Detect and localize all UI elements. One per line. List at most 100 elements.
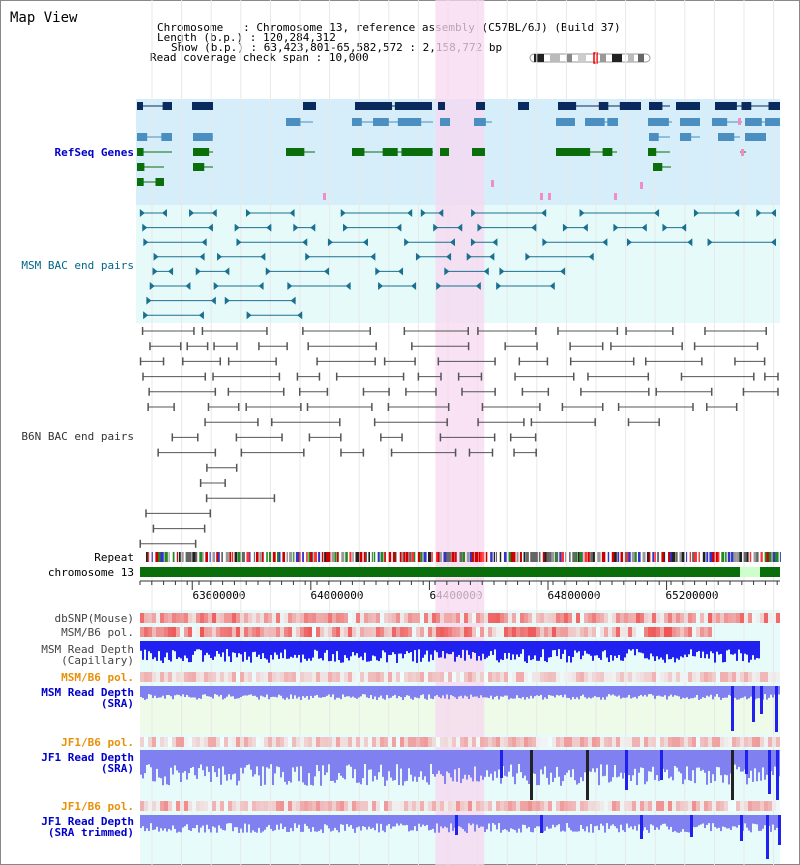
heat-cell (284, 627, 288, 637)
repeat-element (516, 552, 519, 562)
depth-bar (682, 686, 684, 698)
track-label-msm-depth-capillary[interactable]: MSM Read Depth (Capillary) (41, 644, 134, 666)
depth-bar (182, 686, 184, 695)
depth-bar (160, 815, 162, 829)
track-label-jf1-b6-pol-2[interactable]: JF1/B6 pol. (61, 800, 134, 813)
heat-cell (764, 613, 768, 623)
repeat-element (413, 552, 416, 562)
msm-bac-end (289, 209, 295, 217)
depth-bar (156, 815, 158, 827)
depth-bar (506, 815, 508, 831)
msm-bac-end (475, 282, 481, 290)
track-label-dbsnp[interactable]: dbSNP(Mouse) (54, 612, 134, 625)
repeat-element (546, 552, 550, 562)
depth-bar (352, 641, 354, 652)
heat-cell (320, 613, 324, 623)
chromosome-ideogram[interactable] (528, 52, 652, 64)
repeat-element (519, 552, 522, 562)
track-label-msm-b6-pol-1[interactable]: MSM/B6 pol. (61, 626, 134, 639)
depth-bar (282, 750, 284, 772)
heat-cell (364, 801, 368, 811)
track-label-b6n-bac[interactable]: B6N BAC end pairs (21, 430, 134, 443)
repeat-element (312, 552, 314, 562)
depth-bar (150, 641, 152, 654)
heat-cell (448, 613, 452, 623)
heat-cell (304, 613, 308, 623)
heat-cell (648, 613, 652, 623)
depth-bar (640, 686, 642, 695)
track-label-chromosome[interactable]: chromosome 13 (47, 566, 134, 579)
depth-bar (404, 815, 406, 826)
heat-cell (176, 627, 180, 637)
depth-bar (610, 815, 612, 826)
depth-bar (226, 686, 228, 697)
heat-cell (640, 672, 644, 682)
repeat-element (601, 552, 606, 562)
track-label-msm-b6-pol-2[interactable]: MSM/B6 pol. (61, 671, 134, 684)
track-label-jf1-depth-sra[interactable]: JF1 Read Depth (SRA) (41, 752, 134, 774)
depth-bar (396, 750, 398, 765)
depth-bar (532, 641, 534, 660)
depth-bar (308, 686, 310, 700)
depth-bar (288, 641, 290, 659)
track-label-refseq[interactable]: RefSeq Genes (54, 146, 134, 159)
depth-bar (326, 815, 328, 826)
heat-cell (392, 613, 396, 623)
depth-bar (318, 750, 320, 772)
depth-bar (448, 750, 450, 774)
refseq-exon (472, 148, 485, 156)
depth-bar (438, 815, 440, 833)
depth-bar (240, 815, 242, 829)
msm-bac-end (375, 267, 381, 276)
heat-cell (752, 737, 756, 747)
msm-bac-end (265, 267, 271, 276)
heat-cell (644, 672, 648, 682)
heat-cell (568, 672, 572, 682)
depth-bar (390, 750, 392, 778)
track-label-jf1-depth-trimmed[interactable]: JF1 Read Depth (SRA trimmed) (41, 816, 134, 838)
repeat-element (715, 552, 719, 562)
position-axis (139, 580, 780, 590)
depth-bar (250, 815, 252, 833)
depth-bar (666, 686, 668, 700)
track-label-repeat[interactable]: Repeat (94, 551, 134, 564)
depth-bar (676, 815, 678, 833)
depth-bar (700, 815, 702, 825)
heat-cell (716, 737, 720, 747)
depth-bar (484, 641, 486, 660)
track-label-jf1-b6-pol-1[interactable]: JF1/B6 pol. (61, 736, 134, 749)
heat-cell (680, 737, 684, 747)
repeat-element (749, 552, 752, 562)
depth-bar (474, 815, 476, 832)
depth-bar (506, 686, 508, 696)
refseq-gene-mark (640, 182, 643, 189)
heat-cell (524, 672, 528, 682)
depth-bar (216, 750, 218, 777)
depth-bar (592, 750, 594, 769)
depth-bar (634, 750, 636, 769)
heat-cell (492, 613, 496, 623)
heat-cell (332, 627, 336, 637)
track-label-msm-bac[interactable]: MSM BAC end pairs (21, 259, 134, 272)
depth-bar (654, 641, 656, 661)
repeat-element (771, 552, 774, 562)
depth-bar (558, 815, 560, 825)
depth-bar (560, 750, 562, 786)
depth-bar (756, 750, 758, 782)
depth-bar (524, 750, 526, 776)
depth-bar (596, 686, 598, 698)
heat-cell (352, 737, 356, 747)
depth-bar (692, 750, 694, 771)
track-label-msm-depth-sra[interactable]: MSM Read Depth (SRA) (41, 687, 134, 709)
depth-bar (376, 686, 378, 700)
depth-bar (452, 815, 454, 831)
heat-cell (644, 801, 648, 811)
depth-bar (304, 686, 306, 698)
depth-bar (460, 750, 462, 784)
heat-cell (464, 613, 468, 623)
depth-bar (316, 686, 318, 695)
depth-bar (704, 686, 706, 698)
heat-cell (512, 672, 516, 682)
depth-bar (676, 641, 678, 659)
